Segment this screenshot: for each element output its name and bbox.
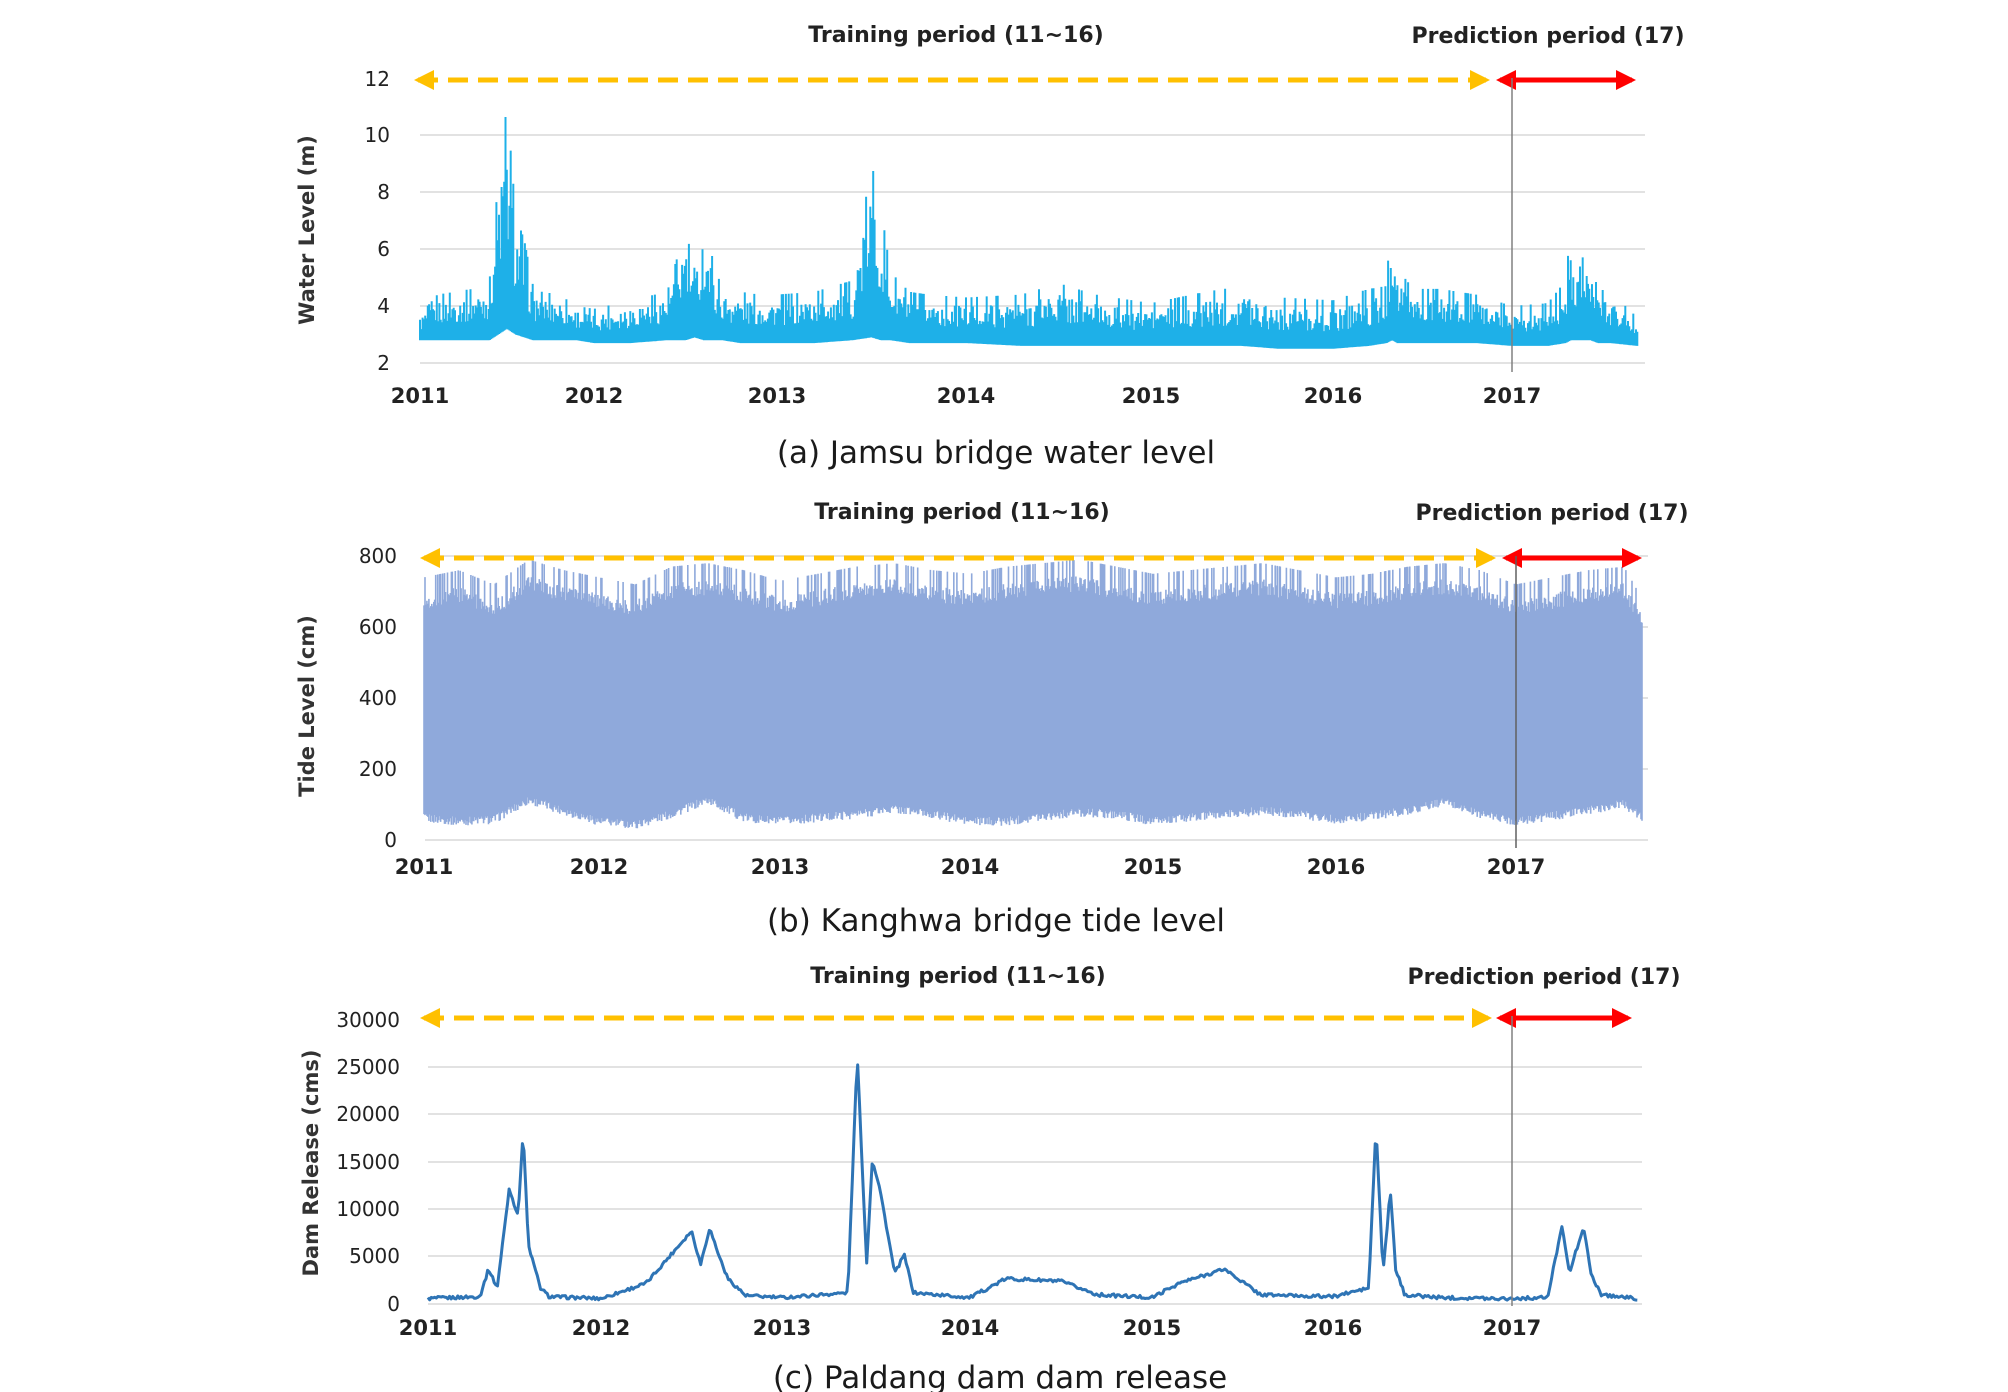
- ytick-label: 30000: [336, 1008, 400, 1032]
- xtick-label: 2017: [1487, 855, 1545, 879]
- xtick-label: 2013: [753, 1316, 811, 1340]
- ytick-label: 10000: [336, 1197, 400, 1221]
- panel-c: 30000 25000 20000 15000 10000 5000 0 201…: [299, 964, 1681, 1392]
- panel-c-grid: [428, 1066, 1642, 1305]
- ytick-label: 8: [377, 180, 390, 204]
- panel-a-xtick-labels: 2011 2012 2013 2014 2015 2016 2017: [391, 384, 1541, 408]
- ytick-label: 6: [377, 237, 390, 261]
- panel-b-caption: (b) Kanghwa bridge tide level: [767, 903, 1225, 939]
- xtick-label: 2016: [1307, 855, 1365, 879]
- panel-b-training-label: Training period (11~16): [814, 500, 1109, 525]
- ytick-label: 10: [365, 123, 390, 147]
- ytick-label: 12: [365, 67, 390, 91]
- panel-b: 800 600 400 200 0 2011 2012 2013 2014 20…: [295, 500, 1689, 939]
- ytick-label: 600: [359, 615, 397, 639]
- ytick-label: 4: [377, 294, 390, 318]
- xtick-label: 2015: [1124, 855, 1182, 879]
- panel-a: 12 10 8 6 4 2 2011 2012 2013 2014 2015 2…: [295, 23, 1685, 471]
- ytick-label: 200: [359, 757, 397, 781]
- xtick-label: 2016: [1304, 1316, 1362, 1340]
- panel-a-ylabel: Water Level (m): [295, 135, 319, 325]
- panel-c-prediction-label: Prediction period (17): [1407, 965, 1680, 990]
- ytick-label: 0: [384, 828, 397, 852]
- panel-b-xtick-labels: 2011 2012 2013 2014 2015 2016 2017: [395, 855, 1545, 879]
- xtick-label: 2012: [570, 855, 628, 879]
- xtick-label: 2011: [395, 855, 453, 879]
- panel-c-training-label: Training period (11~16): [810, 964, 1105, 989]
- xtick-label: 2011: [399, 1316, 457, 1340]
- panel-c-ylabel: Dam Release (cms): [299, 1050, 323, 1277]
- xtick-label: 2012: [565, 384, 623, 408]
- ytick-label: 0: [387, 1292, 400, 1316]
- xtick-label: 2013: [748, 384, 806, 408]
- panel-b-ytick-labels: 800 600 400 200 0: [359, 544, 397, 852]
- panel-c-series: [426, 1063, 1638, 1302]
- panel-c-ytick-labels: 30000 25000 20000 15000 10000 5000 0: [336, 1008, 400, 1316]
- panel-a-prediction-label: Prediction period (17): [1411, 24, 1684, 49]
- panel-a-training-label: Training period (11~16): [808, 23, 1103, 48]
- ytick-label: 2: [377, 351, 390, 375]
- xtick-label: 2017: [1483, 384, 1541, 408]
- panel-b-ylabel: Tide Level (cm): [295, 615, 319, 797]
- xtick-label: 2011: [391, 384, 449, 408]
- xtick-label: 2012: [572, 1316, 630, 1340]
- ytick-label: 15000: [336, 1150, 400, 1174]
- panel-b-prediction-label: Prediction period (17): [1415, 501, 1688, 526]
- ytick-label: 400: [359, 686, 397, 710]
- panel-a-caption: (a) Jamsu bridge water level: [777, 435, 1215, 471]
- ytick-label: 25000: [336, 1055, 400, 1079]
- xtick-label: 2015: [1123, 1316, 1181, 1340]
- xtick-label: 2014: [941, 855, 999, 879]
- panel-c-xtick-labels: 2011 2012 2013 2014 2015 2016 2017: [399, 1316, 1541, 1340]
- xtick-label: 2015: [1122, 384, 1180, 408]
- panel-c-caption: (c) Paldang dam dam release: [773, 1360, 1227, 1392]
- ytick-label: 5000: [349, 1244, 400, 1268]
- xtick-label: 2013: [751, 855, 809, 879]
- panel-b-series: [423, 560, 1643, 829]
- panel-a-series: [419, 117, 1639, 349]
- xtick-label: 2017: [1483, 1316, 1541, 1340]
- ytick-label: 800: [359, 544, 397, 568]
- xtick-label: 2014: [937, 384, 995, 408]
- ytick-label: 20000: [336, 1102, 400, 1126]
- xtick-label: 2016: [1304, 384, 1362, 408]
- xtick-label: 2014: [941, 1316, 999, 1340]
- panel-a-ytick-labels: 12 10 8 6 4 2: [365, 67, 390, 375]
